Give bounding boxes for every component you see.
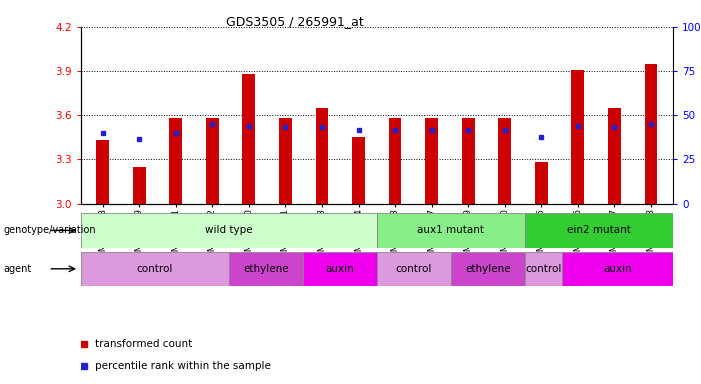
- Text: aux1 mutant: aux1 mutant: [417, 225, 484, 235]
- Bar: [525, 213, 673, 248]
- Text: genotype/variation: genotype/variation: [4, 225, 96, 235]
- Bar: [535, 162, 547, 204]
- Text: GDS3505 / 265991_at: GDS3505 / 265991_at: [226, 15, 363, 28]
- Text: control: control: [395, 264, 432, 274]
- Bar: [243, 74, 255, 204]
- Text: control: control: [525, 264, 562, 274]
- Text: agent: agent: [4, 264, 32, 274]
- Bar: [229, 252, 303, 286]
- Bar: [562, 252, 673, 286]
- Bar: [571, 70, 585, 204]
- Bar: [451, 252, 525, 286]
- Bar: [377, 213, 525, 248]
- Bar: [645, 64, 658, 204]
- Text: ethylene: ethylene: [243, 264, 289, 274]
- Bar: [426, 118, 438, 204]
- Bar: [352, 137, 365, 204]
- Bar: [279, 118, 292, 204]
- Bar: [525, 252, 562, 286]
- Bar: [498, 118, 511, 204]
- Bar: [81, 213, 377, 248]
- Text: percentile rank within the sample: percentile rank within the sample: [95, 361, 271, 371]
- Text: ein2 mutant: ein2 mutant: [567, 225, 631, 235]
- Text: wild type: wild type: [205, 225, 252, 235]
- Text: control: control: [137, 264, 173, 274]
- Bar: [169, 118, 182, 204]
- Bar: [303, 252, 377, 286]
- Text: ethylene: ethylene: [465, 264, 510, 274]
- Bar: [462, 118, 475, 204]
- Bar: [206, 118, 219, 204]
- Bar: [377, 252, 451, 286]
- Bar: [315, 108, 328, 204]
- Bar: [81, 252, 229, 286]
- Bar: [132, 167, 146, 204]
- Text: auxin: auxin: [325, 264, 354, 274]
- Text: auxin: auxin: [603, 264, 632, 274]
- Bar: [608, 108, 621, 204]
- Text: transformed count: transformed count: [95, 339, 192, 349]
- Bar: [96, 140, 109, 204]
- Bar: [388, 118, 402, 204]
